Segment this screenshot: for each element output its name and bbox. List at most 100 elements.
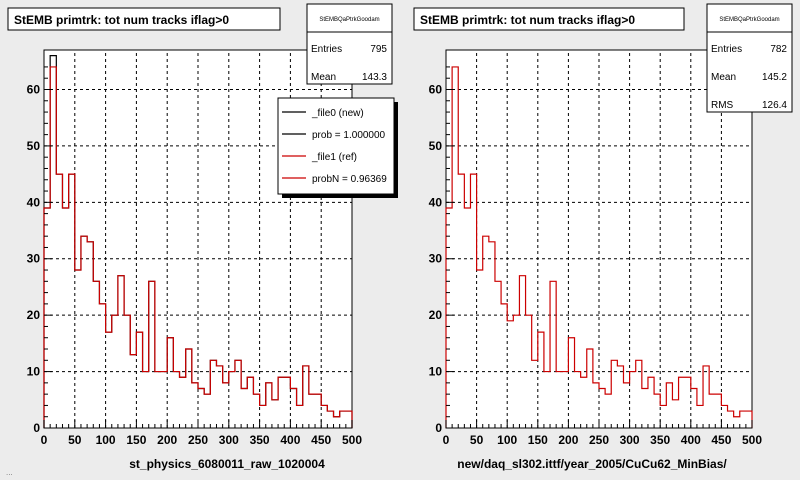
left-legend: _file0 (new) prob = 1.000000 _file1 (ref) p… (277, 97, 398, 198)
left-bin-1-40 (290, 389, 296, 428)
left-bin-1-25 (198, 389, 204, 428)
right-bin-0-4 (470, 174, 476, 428)
right-x-tick-label: 100 (497, 433, 517, 447)
right-bin-0-19 (562, 372, 568, 428)
left-x-tick-label: 150 (126, 433, 146, 447)
left-bin-1-14 (130, 355, 136, 428)
left-bin-1-47 (334, 417, 340, 428)
left-bin-1-5 (75, 270, 81, 428)
right-bin-0-5 (477, 270, 483, 428)
left-stats-label: Mean (311, 72, 336, 83)
right-bin-0-39 (685, 377, 691, 428)
right-y-tick-label: 60 (429, 82, 443, 96)
right-y-tick-label: 10 (429, 365, 443, 379)
right-stats-value: 782 (770, 44, 787, 55)
right-x-tick-label: 50 (470, 433, 484, 447)
right-x-tick-label: 0 (443, 433, 450, 447)
right-x-tick-label: 250 (589, 433, 609, 447)
left-x-tick-label: 100 (96, 433, 116, 447)
right-bin-0-3 (464, 208, 470, 428)
left-bin-1-13 (124, 315, 130, 428)
right-x-axis-label: new/daq_sl302.ittf/year_2005/CuCu62_MinB… (457, 457, 727, 471)
right-bin-0-22 (581, 377, 587, 428)
right-bin-0-6 (483, 236, 489, 428)
right-series-group (445, 66, 753, 428)
left-bin-1-42 (303, 366, 309, 428)
left-bin-1-34 (253, 394, 259, 428)
right-bin-0-2 (458, 174, 464, 428)
left-bin-1-30 (229, 372, 235, 428)
left-title-box (7, 7, 281, 31)
left-bin-1-12 (118, 276, 124, 428)
left-legend-label: _file1 (ref) (311, 152, 357, 163)
right-stats-value: 126.4 (762, 100, 787, 111)
left-bin-1-45 (321, 405, 327, 428)
right-bin-0-26 (605, 394, 611, 428)
right-bin-0-30 (630, 372, 636, 428)
right-bin-0-20 (568, 338, 574, 428)
left-bin-1-46 (327, 411, 333, 428)
right-x-tick-label: 500 (742, 433, 762, 447)
right-bin-0-47 (734, 417, 740, 428)
left-bin-1-20 (167, 338, 173, 428)
right-bin-0-1 (452, 67, 458, 428)
left-stats-name: StEMBQaPtrkGoodam (319, 17, 379, 23)
right-bin-0-35 (660, 405, 666, 428)
right-bin-0-12 (519, 276, 525, 428)
left-bin-1-31 (235, 360, 241, 428)
left-bin-1-43 (309, 394, 315, 428)
left-bin-1-23 (186, 349, 192, 428)
left-y-tick-label: 30 (27, 252, 41, 266)
left-bin-1-0 (44, 208, 50, 428)
right-histogram-series-0 (445, 66, 753, 428)
left-bin-1-9 (99, 304, 105, 428)
right-bin-0-32 (642, 389, 648, 428)
left-bin-1-37 (272, 400, 278, 428)
right-title-box (413, 7, 685, 31)
left-bin-1-8 (93, 281, 99, 428)
left-bin-1-32 (241, 389, 247, 428)
left-bin-1-44 (315, 394, 321, 428)
right-bin-0-24 (593, 383, 599, 428)
left-legend-label: probN = 0.96369 (312, 174, 387, 185)
left-histogram-panel: 0 50 100 150 200 250 300 350 400 450 500 0 10 20 30 40… (7, 3, 398, 471)
left-bin-1-19 (161, 372, 167, 428)
left-legend-label: _file0 (new) (311, 108, 364, 119)
right-stats-label: Mean (711, 72, 736, 83)
left-stats-value: 795 (370, 44, 387, 55)
right-bin-0-15 (538, 332, 544, 428)
right-bin-0-18 (556, 372, 562, 428)
left-series-group (43, 55, 353, 428)
right-x-ticks: 0 50 100 150 200 250 300 350 400 450 500 (443, 420, 762, 447)
left-bin-1-6 (81, 236, 87, 428)
left-y-tick-label: 0 (33, 421, 40, 435)
left-bin-1-28 (216, 366, 222, 428)
left-bin-1-41 (297, 405, 303, 428)
right-bin-0-42 (703, 366, 709, 428)
right-stats-label: RMS (711, 100, 734, 111)
right-bin-0-13 (526, 315, 532, 428)
left-bin-1-18 (155, 372, 161, 428)
left-legend-label: prob = 1.000000 (312, 130, 386, 141)
left-bin-1-4 (69, 174, 75, 428)
left-y-ticks: 0 10 20 30 40 50 60 (27, 66, 52, 435)
right-y-ticks: 0 10 20 30 40 50 60 (429, 66, 454, 435)
right-bin-0-11 (513, 315, 519, 428)
left-bin-1-26 (204, 394, 210, 428)
left-stats-value: 143.3 (362, 72, 387, 83)
left-x-tick-label: 400 (280, 433, 300, 447)
right-stats-label: Entries (711, 44, 742, 55)
left-bin-1-22 (180, 377, 186, 428)
left-x-tick-label: 0 (41, 433, 48, 447)
right-y-tick-label: 20 (429, 308, 443, 322)
left-bin-1-2 (56, 174, 62, 428)
left-bin-1-16 (143, 372, 149, 428)
left-bin-1-48 (340, 411, 346, 428)
right-bin-0-45 (721, 405, 727, 428)
right-bin-0-0 (446, 208, 452, 428)
left-bin-1-49 (346, 411, 352, 428)
right-bin-0-25 (599, 389, 605, 428)
right-stats-frame (706, 3, 793, 113)
right-bin-0-38 (679, 377, 685, 428)
left-chart-title: StEMB primtrk: tot num tracks iflag>0 (14, 13, 229, 27)
